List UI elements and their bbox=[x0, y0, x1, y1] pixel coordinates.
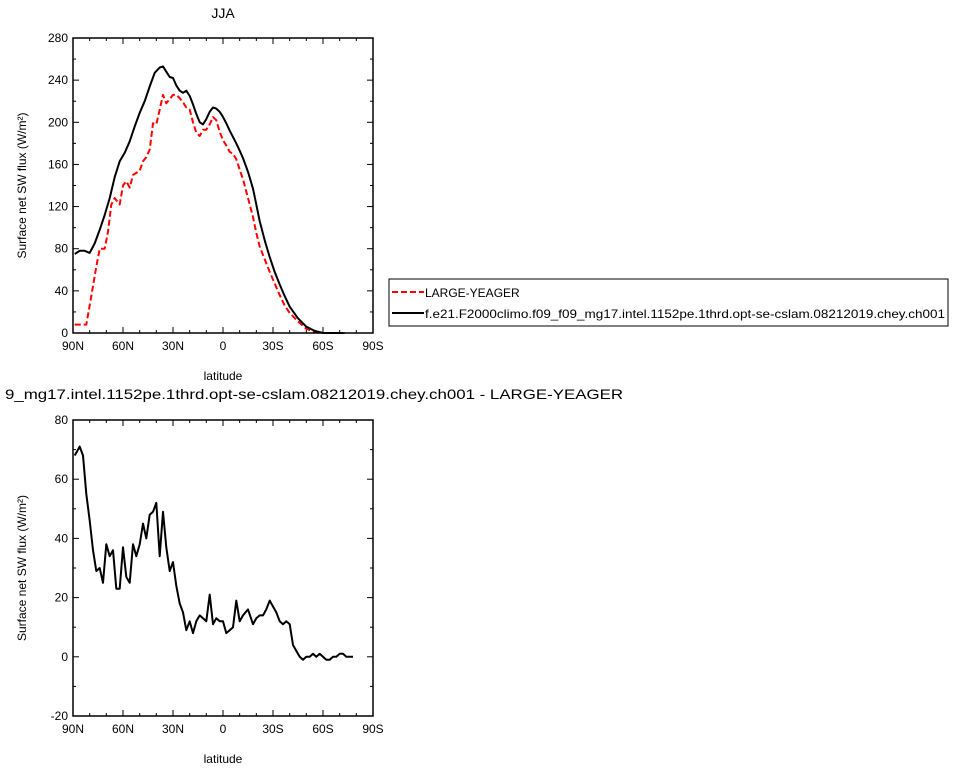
y-tick-label: -20 bbox=[51, 709, 69, 723]
x-tick-label: 90S bbox=[362, 339, 383, 353]
top-panel-frame bbox=[72, 37, 374, 334]
x-tick-label: 30S bbox=[262, 339, 283, 353]
legend-box bbox=[388, 278, 949, 327]
y-tick-label: 240 bbox=[48, 73, 68, 87]
legend: LARGE-YEAGER f.e21.F2000climo.f09_f09_mg… bbox=[388, 278, 949, 327]
x-tick-label: 0 bbox=[220, 722, 227, 736]
y-tick-label: 280 bbox=[48, 31, 68, 45]
bottom-panel-title: 9_mg17.intel.1152pe.1thrd.opt-se-cslam.0… bbox=[5, 386, 623, 402]
x-tick-label: 60S bbox=[312, 722, 333, 736]
top-panel-series bbox=[74, 65, 345, 334]
y-tick-label: 120 bbox=[48, 200, 68, 214]
y-tick-label: 80 bbox=[55, 413, 69, 427]
x-tick-label: 90N bbox=[62, 722, 84, 736]
x-tick-label: 30N bbox=[162, 722, 184, 736]
y-tick-label: 80 bbox=[55, 242, 69, 256]
legend-label-f-e21: f.e21.F2000climo.f09_f09_mg17.intel.1152… bbox=[425, 307, 945, 321]
y-tick-label: 40 bbox=[55, 531, 69, 545]
x-tick-label: 60S bbox=[312, 339, 333, 353]
top-panel-title: JJA bbox=[211, 5, 235, 21]
series-line-0 bbox=[74, 93, 345, 334]
y-tick-label: 60 bbox=[55, 472, 69, 486]
bottom-panel-ticks: 90N 60N 30N 0 30S 60S 90S -20 0 20 40 60 80 bbox=[51, 413, 384, 736]
x-tick-label: 60N bbox=[112, 339, 134, 353]
series-line-1 bbox=[74, 65, 343, 334]
legend-label-large-yeager: LARGE-YEAGER bbox=[425, 286, 520, 300]
top-panel-xlabel: latitude bbox=[204, 369, 243, 383]
x-tick-label: 60N bbox=[112, 722, 134, 736]
top-panel: JJA 90N 60N 30N 0 30S 60S 90S 0 40 80 120 160 200 240… bbox=[15, 5, 384, 383]
y-tick-label: 40 bbox=[55, 284, 69, 298]
y-tick-label: 0 bbox=[61, 650, 68, 664]
x-tick-label: 90S bbox=[362, 722, 383, 736]
top-panel-ylabel: Surface net SW flux (W/m²) bbox=[15, 112, 29, 258]
x-tick-label: 0 bbox=[220, 339, 227, 353]
y-tick-label: 0 bbox=[61, 326, 68, 340]
y-tick-label: 20 bbox=[55, 591, 69, 605]
bottom-panel-frame bbox=[72, 419, 374, 717]
bottom-panel-xlabel: latitude bbox=[204, 752, 243, 766]
x-tick-label: 30N bbox=[162, 339, 184, 353]
y-tick-label: 160 bbox=[48, 157, 68, 171]
bottom-panel-series bbox=[73, 445, 353, 661]
series-line-0 bbox=[73, 445, 353, 661]
bottom-panel-ylabel: Surface net SW flux (W/m²) bbox=[15, 495, 29, 641]
y-tick-label: 200 bbox=[48, 115, 68, 129]
top-panel-ticks: 90N 60N 30N 0 30S 60S 90S 0 40 80 120 160 200 240 280 bbox=[48, 31, 384, 353]
x-tick-label: 30S bbox=[262, 722, 283, 736]
bottom-panel: 9_mg17.intel.1152pe.1thrd.opt-se-cslam.0… bbox=[5, 386, 623, 766]
x-tick-label: 90N bbox=[62, 339, 84, 353]
